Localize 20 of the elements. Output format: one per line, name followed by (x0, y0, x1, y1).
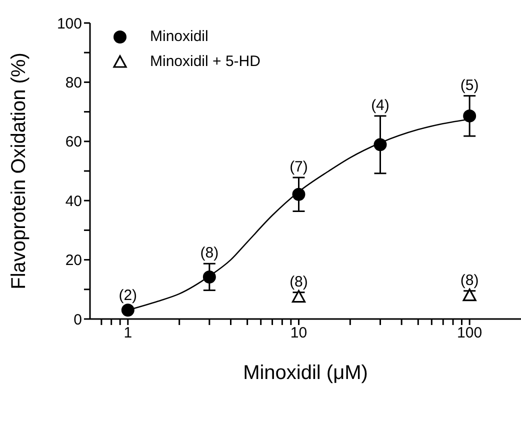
annotation: (8) (200, 244, 219, 262)
x-tick-label: 1 (124, 324, 132, 342)
y-axis-title: Flavoprotein Oxidation (%) (8, 52, 30, 290)
annotation: (8) (290, 273, 308, 290)
annotation: (8) (460, 272, 479, 289)
y-tick-label: 40 (65, 192, 82, 210)
annotation: (7) (290, 158, 308, 176)
annotation: (5) (460, 76, 479, 94)
y-tick-label: 20 (65, 252, 82, 270)
legend-label: Minoxidil + 5-HD (150, 52, 260, 72)
annotation: (2) (118, 287, 138, 304)
x-axis-title: Minoxidil (μM) (243, 362, 368, 384)
x-tick-label: 100 (457, 324, 482, 342)
y-tick-label: 0 (74, 311, 82, 328)
y-tick-label: 100 (56, 15, 82, 32)
y-tick-label: 80 (65, 74, 82, 92)
legend-label: Minoxidil (150, 27, 208, 47)
y-tick-label: 60 (65, 134, 82, 151)
x-tick-label: 10 (290, 324, 308, 342)
annotation: (4) (371, 96, 390, 114)
